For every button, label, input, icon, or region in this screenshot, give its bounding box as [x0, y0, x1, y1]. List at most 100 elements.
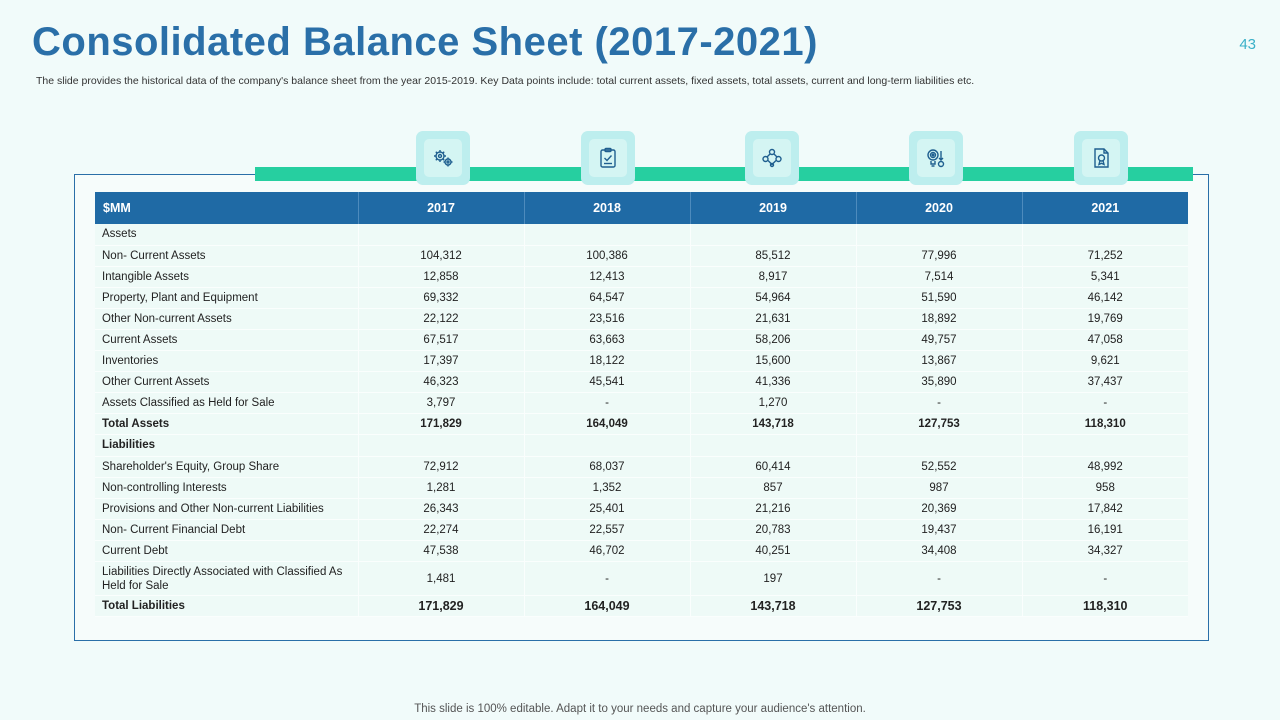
cell: 64,547: [524, 287, 691, 309]
cell: -: [856, 392, 1023, 415]
cell: 118,310: [1022, 595, 1188, 618]
cell: 40,251: [690, 540, 857, 563]
cell: 35,890: [856, 371, 1023, 394]
balance-sheet-table: $MM 2017 2018 2019 2020 2021 Assets Non-…: [95, 192, 1188, 618]
cell: 164,049: [524, 413, 691, 436]
document-award-icon: [1094, 148, 1109, 168]
section-row: Liabilities: [95, 434, 1188, 457]
cell: 22,557: [524, 519, 691, 541]
cell: 46,702: [524, 540, 691, 563]
column-header: 2019: [690, 192, 857, 224]
table-header-row: $MM 2017 2018 2019 2020 2021: [95, 192, 1188, 224]
slide-description: The slide provides the historical data o…: [36, 75, 975, 87]
table-row: Non- Current Assets 104,312 100,386 85,512 7…: [95, 245, 1188, 267]
cell: [1022, 224, 1188, 246]
cell: 17,842: [1022, 498, 1188, 520]
cell: 23,516: [524, 308, 691, 330]
cell: 16,191: [1022, 519, 1188, 541]
cell: 13,867: [856, 350, 1023, 373]
cell: 26,343: [358, 498, 525, 520]
row-label: Property, Plant and Equipment: [95, 287, 359, 309]
row-label: Non- Current Financial Debt: [95, 519, 359, 541]
table-row: Shareholder's Equity, Group Share 72,912 6…: [95, 456, 1188, 478]
cell: [1022, 434, 1188, 457]
cell: 197: [690, 561, 857, 596]
cell: 8,917: [690, 266, 857, 288]
cell: 5,341: [1022, 266, 1188, 288]
cell: 21,631: [690, 308, 857, 330]
cell: 857: [690, 477, 857, 499]
column-header: 2021: [1022, 192, 1188, 224]
cell: [856, 434, 1023, 457]
cell: 143,718: [690, 595, 857, 618]
icon-tile-3: [745, 131, 799, 185]
cell: 100,386: [524, 245, 691, 267]
table-row: Non- Current Financial Debt 22,274 22,557 2…: [95, 519, 1188, 541]
cell: [358, 434, 525, 457]
cell: 1,352: [524, 477, 691, 499]
cell: -: [1022, 561, 1188, 596]
cell: [690, 224, 857, 246]
cell: 63,663: [524, 329, 691, 352]
row-label: Other Non-current Assets: [95, 308, 359, 330]
cell: 85,512: [690, 245, 857, 267]
cell: [524, 434, 691, 457]
icon-tile-4: [909, 131, 963, 185]
cell: [690, 434, 857, 457]
cell: 60,414: [690, 456, 857, 478]
cell: 34,327: [1022, 540, 1188, 563]
cell: [524, 224, 691, 246]
row-label: Assets Classified as Held for Sale: [95, 392, 359, 415]
cell: 3,797: [358, 392, 525, 415]
cell: 69,332: [358, 287, 525, 309]
cell: 958: [1022, 477, 1188, 499]
table-row: Non-controlling Interests 1,281 1,352 857 98…: [95, 477, 1188, 499]
cell: -: [1022, 392, 1188, 415]
cell: 19,437: [856, 519, 1023, 541]
cell: 1,270: [690, 392, 857, 415]
idea-target-icon: [927, 149, 945, 168]
table-row: Assets Classified as Held for Sale 3,797 -…: [95, 392, 1188, 415]
row-label: Total Assets: [95, 413, 359, 436]
cell: 1,481: [358, 561, 525, 596]
cell: 71,252: [1022, 245, 1188, 267]
cell: 68,037: [524, 456, 691, 478]
cell: -: [524, 561, 691, 596]
cell: [358, 224, 525, 246]
cell: 51,590: [856, 287, 1023, 309]
footer-note: This slide is 100% editable. Adapt it to…: [414, 703, 866, 715]
cell: 15,600: [690, 350, 857, 373]
row-label: Current Debt: [95, 540, 359, 563]
table-row: Other Current Assets 46,323 45,541 41,336 35…: [95, 371, 1188, 394]
page-title: Consolidated Balance Sheet (2017-2021): [32, 20, 818, 64]
cell: -: [856, 561, 1023, 596]
cell: 34,408: [856, 540, 1023, 563]
cell: 127,753: [856, 595, 1023, 618]
row-label: Assets: [95, 224, 359, 246]
cell: 19,769: [1022, 308, 1188, 330]
page-number: 43: [1239, 36, 1256, 53]
table-row: Property, Plant and Equipment 69,332 64,54…: [95, 287, 1188, 309]
clipboard-check-icon: [600, 147, 616, 168]
cell: 127,753: [856, 413, 1023, 436]
cell: 7,514: [856, 266, 1023, 288]
cell: 20,369: [856, 498, 1023, 520]
table-row: Other Non-current Assets 22,122 23,516 21,6…: [95, 308, 1188, 330]
row-label: Non- Current Assets: [95, 245, 359, 267]
row-label: Provisions and Other Non-current Liabili…: [95, 498, 359, 520]
column-header: $MM: [95, 192, 359, 224]
table-row: Inventories 17,397 18,122 15,600 13,867 9,621: [95, 350, 1188, 373]
cell: 25,401: [524, 498, 691, 520]
cell: 58,206: [690, 329, 857, 352]
cell: 20,783: [690, 519, 857, 541]
icon-tile-5: [1074, 131, 1128, 185]
cell: 37,437: [1022, 371, 1188, 394]
cell: 171,829: [358, 413, 525, 436]
cell: 72,912: [358, 456, 525, 478]
cell: 104,312: [358, 245, 525, 267]
accent-bar: [255, 167, 1193, 181]
cell: 987: [856, 477, 1023, 499]
cell: 54,964: [690, 287, 857, 309]
table-row: Assets: [95, 224, 1188, 246]
cell: 17,397: [358, 350, 525, 373]
